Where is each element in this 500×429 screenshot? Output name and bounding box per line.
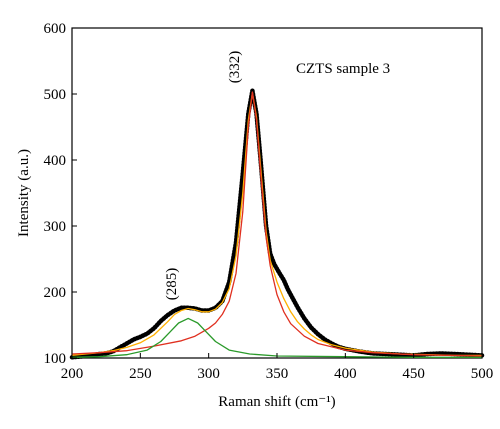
series-line-3 xyxy=(71,317,483,358)
x-tick-label: 450 xyxy=(402,366,425,382)
plot-frame xyxy=(71,27,483,359)
x-tick-label: 300 xyxy=(197,366,220,382)
y-tick-label: 200 xyxy=(44,285,67,301)
y-tick-label: 400 xyxy=(44,153,67,169)
y-tick-label: 300 xyxy=(44,219,67,235)
series-line-2 xyxy=(71,91,483,357)
x-tick-label: 350 xyxy=(266,366,289,382)
y-tick-label: 100 xyxy=(44,351,67,367)
x-tick-label: 250 xyxy=(129,366,152,382)
peak-label-332: (332) xyxy=(227,51,243,84)
peak-label-285: (285) xyxy=(164,268,180,301)
y-tick-label: 600 xyxy=(44,21,67,37)
series-line-0 xyxy=(69,88,485,360)
x-axis-label: Raman shift (cm⁻¹) xyxy=(218,394,335,410)
series-line-1 xyxy=(71,92,483,357)
x-tick-label: 400 xyxy=(334,366,357,382)
x-tick-label: 200 xyxy=(61,366,84,382)
x-tick-label: 500 xyxy=(471,366,494,382)
y-axis-label: Intensity (a.u.) xyxy=(16,149,32,237)
sample-label: CZTS sample 3 xyxy=(296,61,390,77)
y-tick-label: 500 xyxy=(44,87,67,103)
series-layer xyxy=(69,88,485,360)
